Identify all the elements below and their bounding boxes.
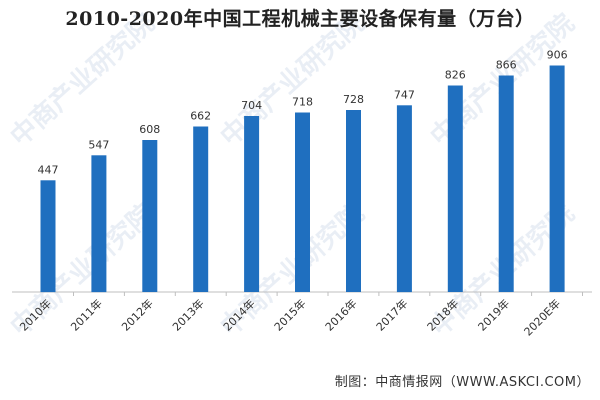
x-tick-label-2016年: 2016年 [322,296,359,333]
bar-2019年 [498,75,514,292]
label-group: 447 547 608 662 704 718 728 747 826 866 906 [38,49,568,177]
axis-group [12,291,592,296]
x-tick-label-2017年: 2017年 [373,296,410,333]
x-tick-label-2019年: 2019年 [475,296,512,333]
data-label-2019年: 866 [496,59,517,72]
bar-2016年 [346,110,361,292]
data-label-2014年: 704 [241,99,262,112]
data-label-2010年: 447 [38,163,59,176]
x-tick-label-2010年: 2010年 [17,296,54,333]
data-label-2017年: 747 [394,88,415,101]
data-label-2018年: 826 [445,69,466,82]
bar-2010年 [40,180,56,293]
x-tick-label-2012年: 2012年 [118,296,155,333]
bar-group [40,65,565,293]
x-tick-label-2018年: 2018年 [424,296,461,333]
data-label-2011年: 547 [88,138,109,151]
data-label-2016年: 728 [343,93,364,106]
chart-title: 2010-2020年中国工程机械主要设备保有量（万台） [65,8,535,30]
x-tick-label-2015年: 2015年 [271,296,308,333]
x-tick-label-2020E年: 2020E年 [521,296,563,338]
data-label-2013年: 662 [190,110,211,123]
bar-2020E年 [549,65,565,292]
data-label-2020E年: 906 [547,49,568,62]
source-note: 制图：中商情报网（WWW.ASKCI.COM） [334,375,590,390]
tick-group: 2010年 2011年 2012年 2013年 2014年 2015年 2016年 2017年… [17,296,564,338]
bar-2014年 [244,116,260,292]
bar-2013年 [193,126,209,292]
x-tick-label-2014年: 2014年 [220,296,257,333]
x-tick-label-2011年: 2011年 [68,296,105,333]
x-tick-label-2013年: 2013年 [169,296,206,333]
bar-2018年 [447,85,463,292]
bar-2012年 [142,140,158,292]
bar-2015年 [295,112,310,292]
bar-2011年 [91,155,107,293]
bar-2017年 [396,105,412,293]
data-label-2012年: 608 [139,123,160,136]
data-label-2015年: 718 [292,96,313,109]
